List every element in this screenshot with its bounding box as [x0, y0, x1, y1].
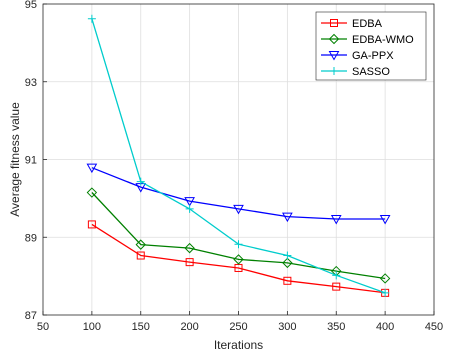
- y-tick-label: 93: [25, 77, 37, 89]
- data-point-edba: [136, 251, 145, 260]
- y-tick-label: 89: [25, 232, 37, 244]
- data-point-ga-ppx: [379, 214, 391, 225]
- data-point-edba-wmo: [86, 187, 98, 198]
- x-tick-label: 100: [83, 321, 101, 333]
- x-tick-label: 350: [327, 321, 345, 333]
- data-point-sasso: [381, 288, 390, 297]
- series-sasso: [87, 14, 390, 297]
- data-point-ga-ppx: [330, 214, 342, 225]
- legend-marker: [328, 33, 340, 45]
- legend-item: EDBA: [321, 18, 383, 30]
- data-point-edba-wmo: [282, 257, 293, 269]
- legend-label: EDBA: [352, 18, 383, 30]
- data-point-sasso: [185, 204, 194, 213]
- legend-item: EDBA-WMO: [321, 33, 414, 46]
- series-line-edba-wmo: [91, 192, 386, 280]
- legend: EDBA EDBA-WMO GA-PPX SASSO: [315, 11, 427, 81]
- series-edba-wmo: [86, 187, 391, 284]
- data-point-edba: [332, 282, 341, 291]
- series-line-edba: [91, 223, 386, 294]
- data-point-edba-wmo: [233, 254, 244, 265]
- data-point-sasso: [136, 177, 145, 186]
- x-tick-label: 300: [278, 321, 296, 333]
- legend-label: SASSO: [352, 66, 390, 78]
- y-axis-ticks: 87 89 91 93 95: [25, 0, 47, 322]
- x-tick-label: 50: [37, 321, 49, 333]
- legend-item: SASSO: [321, 66, 390, 78]
- y-tick-label: 95: [25, 0, 37, 11]
- y-tick-label: 87: [25, 310, 37, 322]
- data-point-ga-ppx: [184, 197, 195, 207]
- data-point-edba: [87, 220, 96, 229]
- data-point-edba: [185, 258, 194, 267]
- data-point-sasso: [283, 251, 292, 260]
- data-point-sasso: [332, 271, 341, 280]
- data-point-sasso: [234, 240, 243, 249]
- x-tick-label: 150: [132, 321, 150, 333]
- data-point-ga-ppx: [233, 204, 244, 215]
- series-layer: [86, 14, 391, 297]
- data-point-ga-ppx: [86, 163, 98, 174]
- data-point-ga-ppx: [282, 212, 293, 223]
- legend-marker: [328, 51, 340, 61]
- data-point-edba-wmo: [135, 239, 146, 250]
- series-line-ga-ppx: [91, 167, 386, 220]
- y-tick-label: 91: [25, 155, 37, 167]
- legend-item: GA-PPX: [321, 50, 394, 62]
- x-tick-label: 200: [180, 321, 198, 333]
- x-tick-label: 450: [425, 321, 443, 333]
- x-axis-label: Iterations: [214, 338, 263, 352]
- x-tick-label: 400: [376, 321, 394, 333]
- data-point-sasso: [87, 14, 96, 23]
- legend-marker: [330, 67, 338, 75]
- data-point-edba: [283, 276, 292, 285]
- legend-label: EDBA-WMO: [352, 34, 414, 46]
- data-point-edba-wmo: [379, 273, 391, 284]
- x-axis-ticks: 50 100 150 200 250 300 350 400 450: [37, 311, 443, 333]
- legend-label: GA-PPX: [352, 50, 394, 62]
- legend-marker: [330, 19, 338, 27]
- data-point-edba-wmo: [184, 242, 195, 254]
- y-axis-label: Average fitness value: [8, 102, 22, 217]
- x-tick-label: 250: [229, 321, 247, 333]
- series-edba: [87, 220, 390, 297]
